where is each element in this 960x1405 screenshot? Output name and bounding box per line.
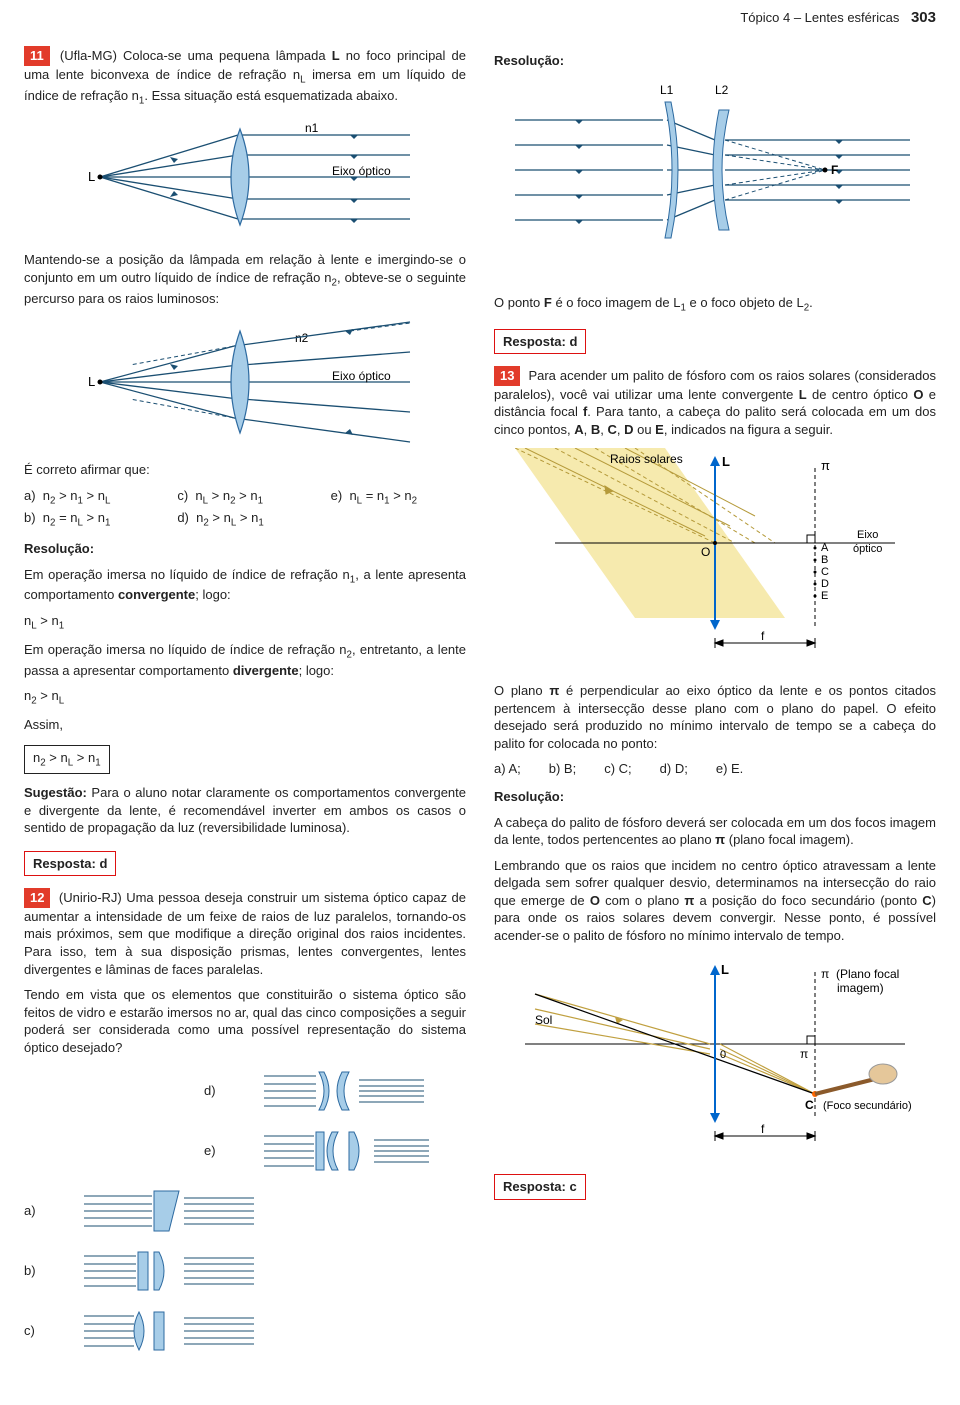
svg-text:B: B [821, 554, 828, 566]
q13-opt-c: c) C; [604, 760, 631, 778]
q12-opt-c-figure [84, 1306, 384, 1356]
q11-resol-box: n2 > nL > n1 [24, 745, 110, 774]
q12-source: (Unirio-RJ) [59, 890, 122, 905]
q13-options: a) A; b) B; c) C; d) D; e) E. [494, 760, 936, 778]
q12-opt-b-figure [84, 1246, 384, 1296]
q11-source: (Ufla-MG) [60, 48, 117, 63]
q12-number: 12 [24, 888, 50, 908]
fig1-n1-label: n1 [305, 121, 319, 135]
q13-f-label: f [761, 629, 765, 643]
svg-text:C: C [821, 566, 829, 578]
topic-title: Tópico 4 – Lentes esféricas [740, 10, 899, 25]
q11-resol-sugestao: Sugestão: Para o aluno notar claramente … [24, 784, 466, 837]
q13-text2: O plano π é perpendicular ao eixo óptico… [494, 682, 936, 752]
q13-pi-label: π [821, 458, 830, 473]
q12-fig-L2: L2 [715, 83, 729, 97]
svg-text:E: E [821, 590, 828, 602]
q11-options: a) n2 > n1 > nL c) nL > n2 > n1 e) nL = … [24, 487, 466, 531]
q12-fig-F: F [831, 163, 838, 177]
q12-answer: Resposta: d [494, 329, 586, 355]
q13-opt-d: d) D; [660, 760, 688, 778]
q11-opt-d: d) n2 > nL > n1 [177, 509, 312, 530]
q11-number: 11 [24, 46, 50, 66]
svg-text:π: π [800, 1047, 808, 1061]
q13-figure-2: Sol L π (Plano focal i [515, 954, 915, 1154]
fig1-L-label: L [88, 169, 95, 184]
q13-resol-p2: Lembrando que os raios que incidem no ce… [494, 857, 936, 945]
q11-opt-c: c) nL > n2 > n1 [177, 487, 312, 508]
svg-text:C: C [805, 1098, 814, 1112]
q12-resol-figure: L1 L2 [515, 80, 915, 280]
right-column: Resolução: L1 L2 [494, 46, 936, 1356]
fig2-axis-label: Eixo óptico [332, 369, 391, 383]
q12-opt-d-figure [264, 1066, 434, 1116]
svg-text:óptico: óptico [853, 543, 882, 555]
q12-resol-text: O ponto F é o foco imagem de L1 e o foco… [494, 294, 936, 315]
q11-resol-rel1: nL > n1 [24, 612, 466, 633]
q13-number: 13 [494, 366, 520, 386]
q11-resol-title: Resolução: [24, 540, 466, 558]
page-number: 303 [911, 9, 936, 26]
q12-options-grid: a) d) b) [24, 1066, 466, 1356]
svg-text:0: 0 [720, 1049, 726, 1061]
left-column: 11 (Ufla-MG) Coloca-se uma pequena lâmpa… [24, 46, 466, 1356]
q12-fig-L1: L1 [660, 83, 674, 97]
q12-opt-e-figure [264, 1126, 434, 1176]
svg-text:π (Plano focal: π (Plano focal [821, 967, 899, 981]
q12-resol-title: Resolução: [494, 52, 936, 70]
q11-stem: 11 (Ufla-MG) Coloca-se uma pequena lâmpa… [24, 46, 466, 107]
svg-text:L: L [721, 962, 729, 977]
q11-resol-assim: Assim, [24, 716, 466, 734]
q13-resol-title: Resolução: [494, 788, 936, 806]
page-header: Tópico 4 – Lentes esféricas 303 [24, 0, 936, 46]
svg-text:(Foco secundário): (Foco secundário) [823, 1100, 912, 1112]
svg-text:A: A [821, 542, 829, 554]
q13-eixo-label: Eixo [857, 529, 878, 541]
svg-text:f: f [761, 1122, 765, 1136]
q12-opt-d-label: d) [204, 1082, 264, 1100]
svg-text:D: D [821, 578, 829, 590]
q13-O-label: O [701, 545, 710, 559]
q12-text2: Tendo em vista que os elementos que cons… [24, 986, 466, 1056]
q11-resol-p1: Em operação imersa no líquido de índice … [24, 566, 466, 604]
q13-stem: 13 Para acender um palito de fósforo com… [494, 366, 936, 438]
q13-L-label: L [722, 454, 730, 469]
q13-opt-a: a) A; [494, 760, 521, 778]
fig1-axis-label: Eixo óptico [332, 164, 391, 178]
q13-opt-b: b) B; [549, 760, 576, 778]
q11-mid-text: Mantendo-se a posição da lâmpada em rela… [24, 251, 466, 307]
q12-opt-a-figure [84, 1186, 384, 1236]
q12-opt-a-label: a) [24, 1202, 84, 1220]
q12-opt-c-label: c) [24, 1322, 84, 1340]
q11-resol-p2: Em operação imersa no líquido de índice … [24, 641, 466, 679]
q12-opt-e-label: e) [204, 1142, 264, 1160]
q11-opt-e: e) nL = n1 > n2 [331, 487, 466, 508]
svg-text:imagem): imagem) [837, 981, 884, 995]
q13-raios-label: Raios solares [610, 452, 683, 466]
q11-opt-b: b) n2 = nL > n1 [24, 509, 159, 530]
two-column-layout: 11 (Ufla-MG) Coloca-se uma pequena lâmpa… [24, 46, 936, 1356]
fig2-L-label: L [88, 374, 95, 389]
q11-figure-1: n1 L Eixo [70, 117, 420, 237]
q11-resol-rel2: n2 > nL [24, 687, 466, 708]
q13-resol-p1: A cabeça do palito de fósforo deverá ser… [494, 814, 936, 849]
q13-figure-1: Raios solares Eixo óptico L O π A B C D [515, 448, 915, 668]
q11-figure-2: n2 [70, 317, 420, 447]
q13-answer: Resposta: c [494, 1174, 586, 1200]
q13-opt-e: e) E. [716, 760, 743, 778]
q11-opt-a: a) n2 > n1 > nL [24, 487, 159, 508]
q11-answer: Resposta: d [24, 851, 116, 877]
q12-stem: 12 (Unirio-RJ) Uma pessoa deseja constru… [24, 888, 466, 978]
q13-text: Para acender um palito de fósforo com os… [494, 368, 936, 437]
q12-opt-b-label: b) [24, 1262, 84, 1280]
q11-stem2: É correto afirmar que: [24, 461, 466, 479]
